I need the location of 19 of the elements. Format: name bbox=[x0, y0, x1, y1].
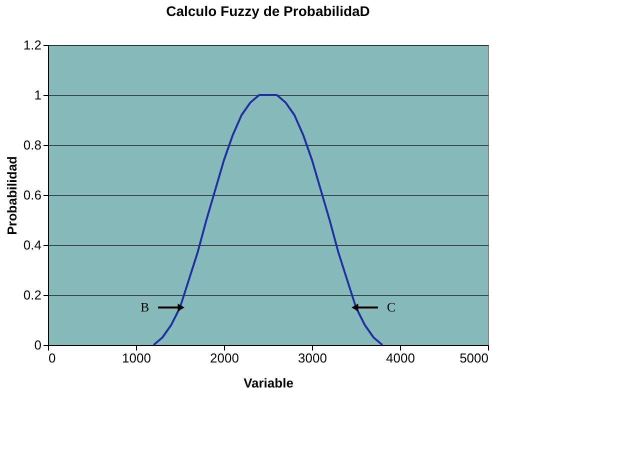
x-tick-label: 5000 bbox=[460, 350, 488, 366]
y-tick-label: 0.4 bbox=[23, 238, 42, 252]
chart-title: Calculo Fuzzy de ProbabilidaD bbox=[166, 3, 370, 19]
line-series bbox=[152, 94, 384, 346]
x-tick-label: 2000 bbox=[210, 350, 239, 366]
annotation: C bbox=[386, 300, 396, 314]
y-tick-label: 0.2 bbox=[23, 288, 42, 302]
x-axis-title: Variable bbox=[244, 376, 294, 390]
x-tick-label: 4000 bbox=[386, 350, 415, 366]
y-tick-label: 0.6 bbox=[23, 188, 42, 202]
annotation: B bbox=[140, 300, 150, 314]
y-tick-label: 1.2 bbox=[23, 38, 42, 52]
x-tick-label: 0 bbox=[48, 350, 56, 366]
y-tick-label: 0.8 bbox=[23, 138, 42, 152]
y-axis-title: Probabilidad bbox=[4, 156, 20, 235]
x-tick-label: 1000 bbox=[122, 350, 151, 366]
x-tick-label: 3000 bbox=[298, 350, 327, 366]
y-tick-label: 1 bbox=[34, 88, 42, 102]
y-tick-label: 0 bbox=[34, 338, 42, 352]
